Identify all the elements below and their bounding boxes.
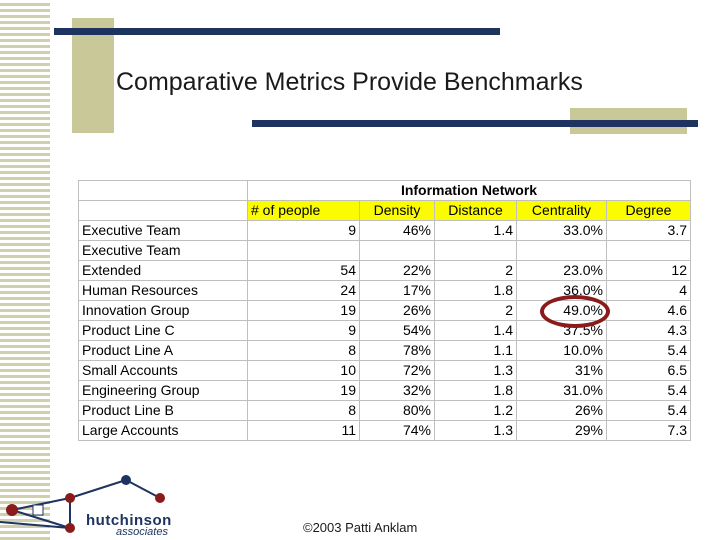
right-accent-bar <box>252 120 698 127</box>
cell-degree: 4.6 <box>606 300 691 321</box>
cell-density: 22% <box>359 260 435 281</box>
cell-density: 74% <box>359 420 435 441</box>
column-header-centrality: Centrality <box>516 200 607 221</box>
cell-centrality: 49.0% <box>516 300 607 321</box>
cell-centrality: 10.0% <box>516 340 607 361</box>
cell-people <box>247 240 360 261</box>
table-row: Extended 54 22% 2 23.0% 12 <box>78 260 691 281</box>
table-row: Product Line C 9 54% 1.4 37.5% 4.3 <box>78 320 691 341</box>
cell-degree: 7.3 <box>606 420 691 441</box>
cell-density: 32% <box>359 380 435 401</box>
cell-distance: 2 <box>434 300 517 321</box>
column-header-row: # of people Density Distance Centrality … <box>78 200 691 221</box>
column-header-people: # of people <box>247 200 360 221</box>
cell-degree: 6.5 <box>606 360 691 381</box>
cell-density <box>359 240 435 261</box>
copyright-footer: ©2003 Patti Anklam <box>303 520 418 535</box>
row-label: Product Line B <box>78 400 248 421</box>
cell-distance: 1.1 <box>434 340 517 361</box>
cell-centrality: 33.0% <box>516 220 607 241</box>
cell-people: 8 <box>247 400 360 421</box>
cell-degree: 5.4 <box>606 380 691 401</box>
cell-centrality: 37.5% <box>516 320 607 341</box>
row-label: Executive Team <box>78 240 248 261</box>
table-row: Product Line B 8 80% 1.2 26% 5.4 <box>78 400 691 421</box>
cell-people: 19 <box>247 300 360 321</box>
cell-density: 17% <box>359 280 435 301</box>
cell-distance: 1.8 <box>434 280 517 301</box>
cell-people: 10 <box>247 360 360 381</box>
cell-density: 26% <box>359 300 435 321</box>
cell-distance: 2 <box>434 260 517 281</box>
cell-distance: 1.3 <box>434 420 517 441</box>
cell-degree: 4 <box>606 280 691 301</box>
blank-header-cell <box>78 180 248 201</box>
row-label: Executive Team <box>78 220 248 241</box>
cell-distance: 1.8 <box>434 380 517 401</box>
column-header-density: Density <box>359 200 435 221</box>
cell-degree: 4.3 <box>606 320 691 341</box>
group-header-row: Information Network <box>78 180 691 201</box>
cell-centrality: 31.0% <box>516 380 607 401</box>
cell-distance: 1.4 <box>434 320 517 341</box>
column-header-degree: Degree <box>606 200 691 221</box>
cell-distance <box>434 240 517 261</box>
row-label: Human Resources <box>78 280 248 301</box>
cell-density: 54% <box>359 320 435 341</box>
top-accent-bar <box>54 28 500 35</box>
cell-degree <box>606 240 691 261</box>
metrics-table: Information Network # of people Density … <box>78 180 691 441</box>
olive-block-decoration <box>72 18 114 133</box>
row-label: Large Accounts <box>78 420 248 441</box>
cell-people: 9 <box>247 320 360 341</box>
cell-people: 19 <box>247 380 360 401</box>
row-label: Engineering Group <box>78 380 248 401</box>
column-header-distance: Distance <box>434 200 517 221</box>
table-row: Human Resources 24 17% 1.8 36.0% 4 <box>78 280 691 301</box>
cell-density: 72% <box>359 360 435 381</box>
table-row: Engineering Group 19 32% 1.8 31.0% 5.4 <box>78 380 691 401</box>
cell-distance: 1.4 <box>434 220 517 241</box>
logo-name: hutchinson <box>86 512 172 529</box>
row-label: Product Line C <box>78 320 248 341</box>
table-row: Product Line A 8 78% 1.1 10.0% 5.4 <box>78 340 691 361</box>
table-row: Small Accounts 10 72% 1.3 31% 6.5 <box>78 360 691 381</box>
cell-degree: 3.7 <box>606 220 691 241</box>
row-label: Extended <box>78 260 248 281</box>
cell-distance: 1.3 <box>434 360 517 381</box>
hutchinson-logo-graphic <box>0 475 165 533</box>
cell-density: 80% <box>359 400 435 421</box>
table-row: Executive Team <box>78 240 691 261</box>
blank-header-cell <box>78 200 248 221</box>
striped-margin-decoration <box>0 0 50 540</box>
cell-people: 11 <box>247 420 360 441</box>
cell-people: 8 <box>247 340 360 361</box>
cell-centrality <box>516 240 607 261</box>
cell-degree: 12 <box>606 260 691 281</box>
cell-centrality: 23.0% <box>516 260 607 281</box>
cell-density: 46% <box>359 220 435 241</box>
cell-centrality: 31% <box>516 360 607 381</box>
cell-distance: 1.2 <box>434 400 517 421</box>
cell-degree: 5.4 <box>606 400 691 421</box>
cell-people: 24 <box>247 280 360 301</box>
logo-subtitle: associates <box>116 526 168 538</box>
cell-centrality: 26% <box>516 400 607 421</box>
group-header: Information Network <box>247 180 691 201</box>
row-label: Small Accounts <box>78 360 248 381</box>
cell-people: 9 <box>247 220 360 241</box>
cell-degree: 5.4 <box>606 340 691 361</box>
cell-centrality: 36.0% <box>516 280 607 301</box>
row-label: Innovation Group <box>78 300 248 321</box>
cell-density: 78% <box>359 340 435 361</box>
slide-title: Comparative Metrics Provide Benchmarks <box>116 68 583 96</box>
table-row: Large Accounts 11 74% 1.3 29% 7.3 <box>78 420 691 441</box>
table-row: Innovation Group 19 26% 2 49.0% 4.6 <box>78 300 691 321</box>
row-label: Product Line A <box>78 340 248 361</box>
cell-people: 54 <box>247 260 360 281</box>
table-row: Executive Team 9 46% 1.4 33.0% 3.7 <box>78 220 691 241</box>
cell-centrality: 29% <box>516 420 607 441</box>
